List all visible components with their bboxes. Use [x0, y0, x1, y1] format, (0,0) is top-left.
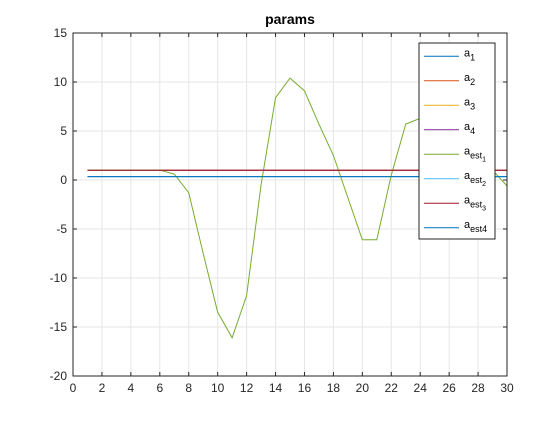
legend-label: aest3	[464, 194, 486, 212]
legend-label: a1	[464, 47, 475, 62]
x-tick-label: 12	[240, 381, 254, 395]
legend-label: a3	[464, 96, 475, 111]
legend-label: a2	[464, 72, 475, 87]
x-tick-label: 28	[471, 381, 485, 395]
x-tick-label: 2	[99, 381, 106, 395]
x-tick-label: 16	[298, 381, 312, 395]
axes-box	[72, 32, 508, 377]
chart-title: params	[265, 11, 315, 27]
legend-label: aest2	[464, 170, 486, 188]
legend: a1 a2 a3 a4 aest1 aest2 aest3 aest4	[418, 42, 496, 240]
x-tick-label: 20	[356, 381, 370, 395]
y-tick-label: 0	[60, 173, 67, 187]
y-tick-label: 15	[54, 26, 68, 40]
y-tick-label: -10	[50, 271, 68, 285]
x-tick-label: 6	[156, 381, 163, 395]
x-tick-label: 24	[414, 381, 428, 395]
y-tick-label: -5	[56, 222, 67, 236]
tick-labels: 0 2 4 6 8 10 12 14 16 18 20 22 24 26 28 30151050-5-10-1…	[50, 26, 514, 395]
axes	[72, 32, 508, 377]
x-tick-label: 18	[327, 381, 341, 395]
x-tick-label: 22	[385, 381, 399, 395]
x-tick-label: 4	[128, 381, 135, 395]
x-tick-label: 26	[442, 381, 456, 395]
legend-label: aest1	[464, 145, 486, 163]
y-tick-label: 10	[54, 75, 68, 89]
y-tick-label: -20	[50, 369, 68, 383]
legend-box	[418, 42, 496, 240]
legend-label: aest4	[464, 219, 487, 234]
legend-label: a4	[464, 121, 475, 136]
x-tick-label: 30	[500, 381, 514, 395]
x-tick-label: 8	[185, 381, 192, 395]
x-tick-label: 10	[211, 381, 225, 395]
y-tick-label: 5	[60, 124, 67, 138]
x-tick-label: 14	[269, 381, 283, 395]
y-tick-label: -15	[50, 320, 68, 334]
x-tick-label: 0	[70, 381, 77, 395]
